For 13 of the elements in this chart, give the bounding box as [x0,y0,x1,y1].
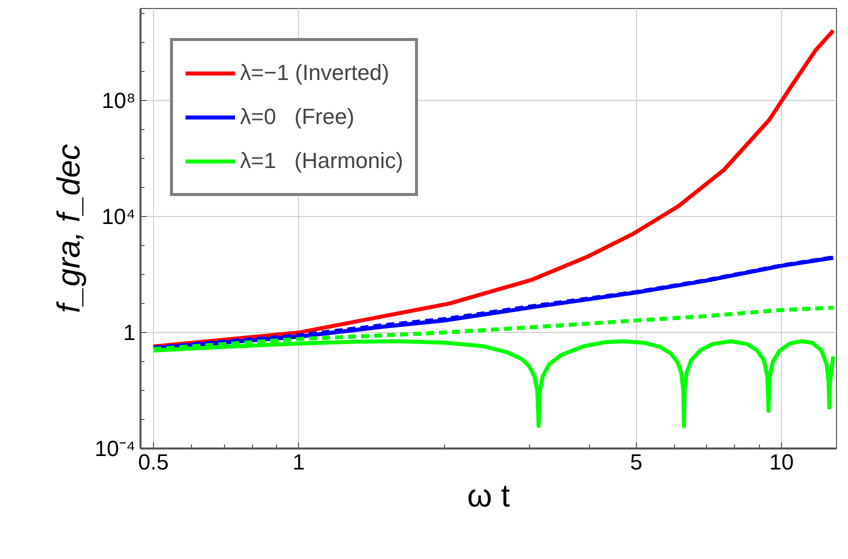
y-tick-label: 1 [123,320,136,346]
x-tick-label: 1 [292,450,305,474]
legend-label: λ=1 (Harmonic) [240,147,404,175]
x-tick-label: 5 [630,450,642,474]
x-tick-label: 0.5 [138,450,169,474]
y-axis-title: f_gra, f_dec [50,144,87,313]
legend-label: λ=0 (Free) [240,103,354,131]
y-tick-label: 10⁴ [102,204,136,230]
x-axis-title: ω t [467,478,510,514]
x-tick-label: 10 [769,450,794,474]
y-tick-label: 10⁸ [102,88,136,114]
y-tick-label: 10⁻⁴ [94,436,136,461]
legend-label: λ=−1 (Inverted) [240,59,390,87]
